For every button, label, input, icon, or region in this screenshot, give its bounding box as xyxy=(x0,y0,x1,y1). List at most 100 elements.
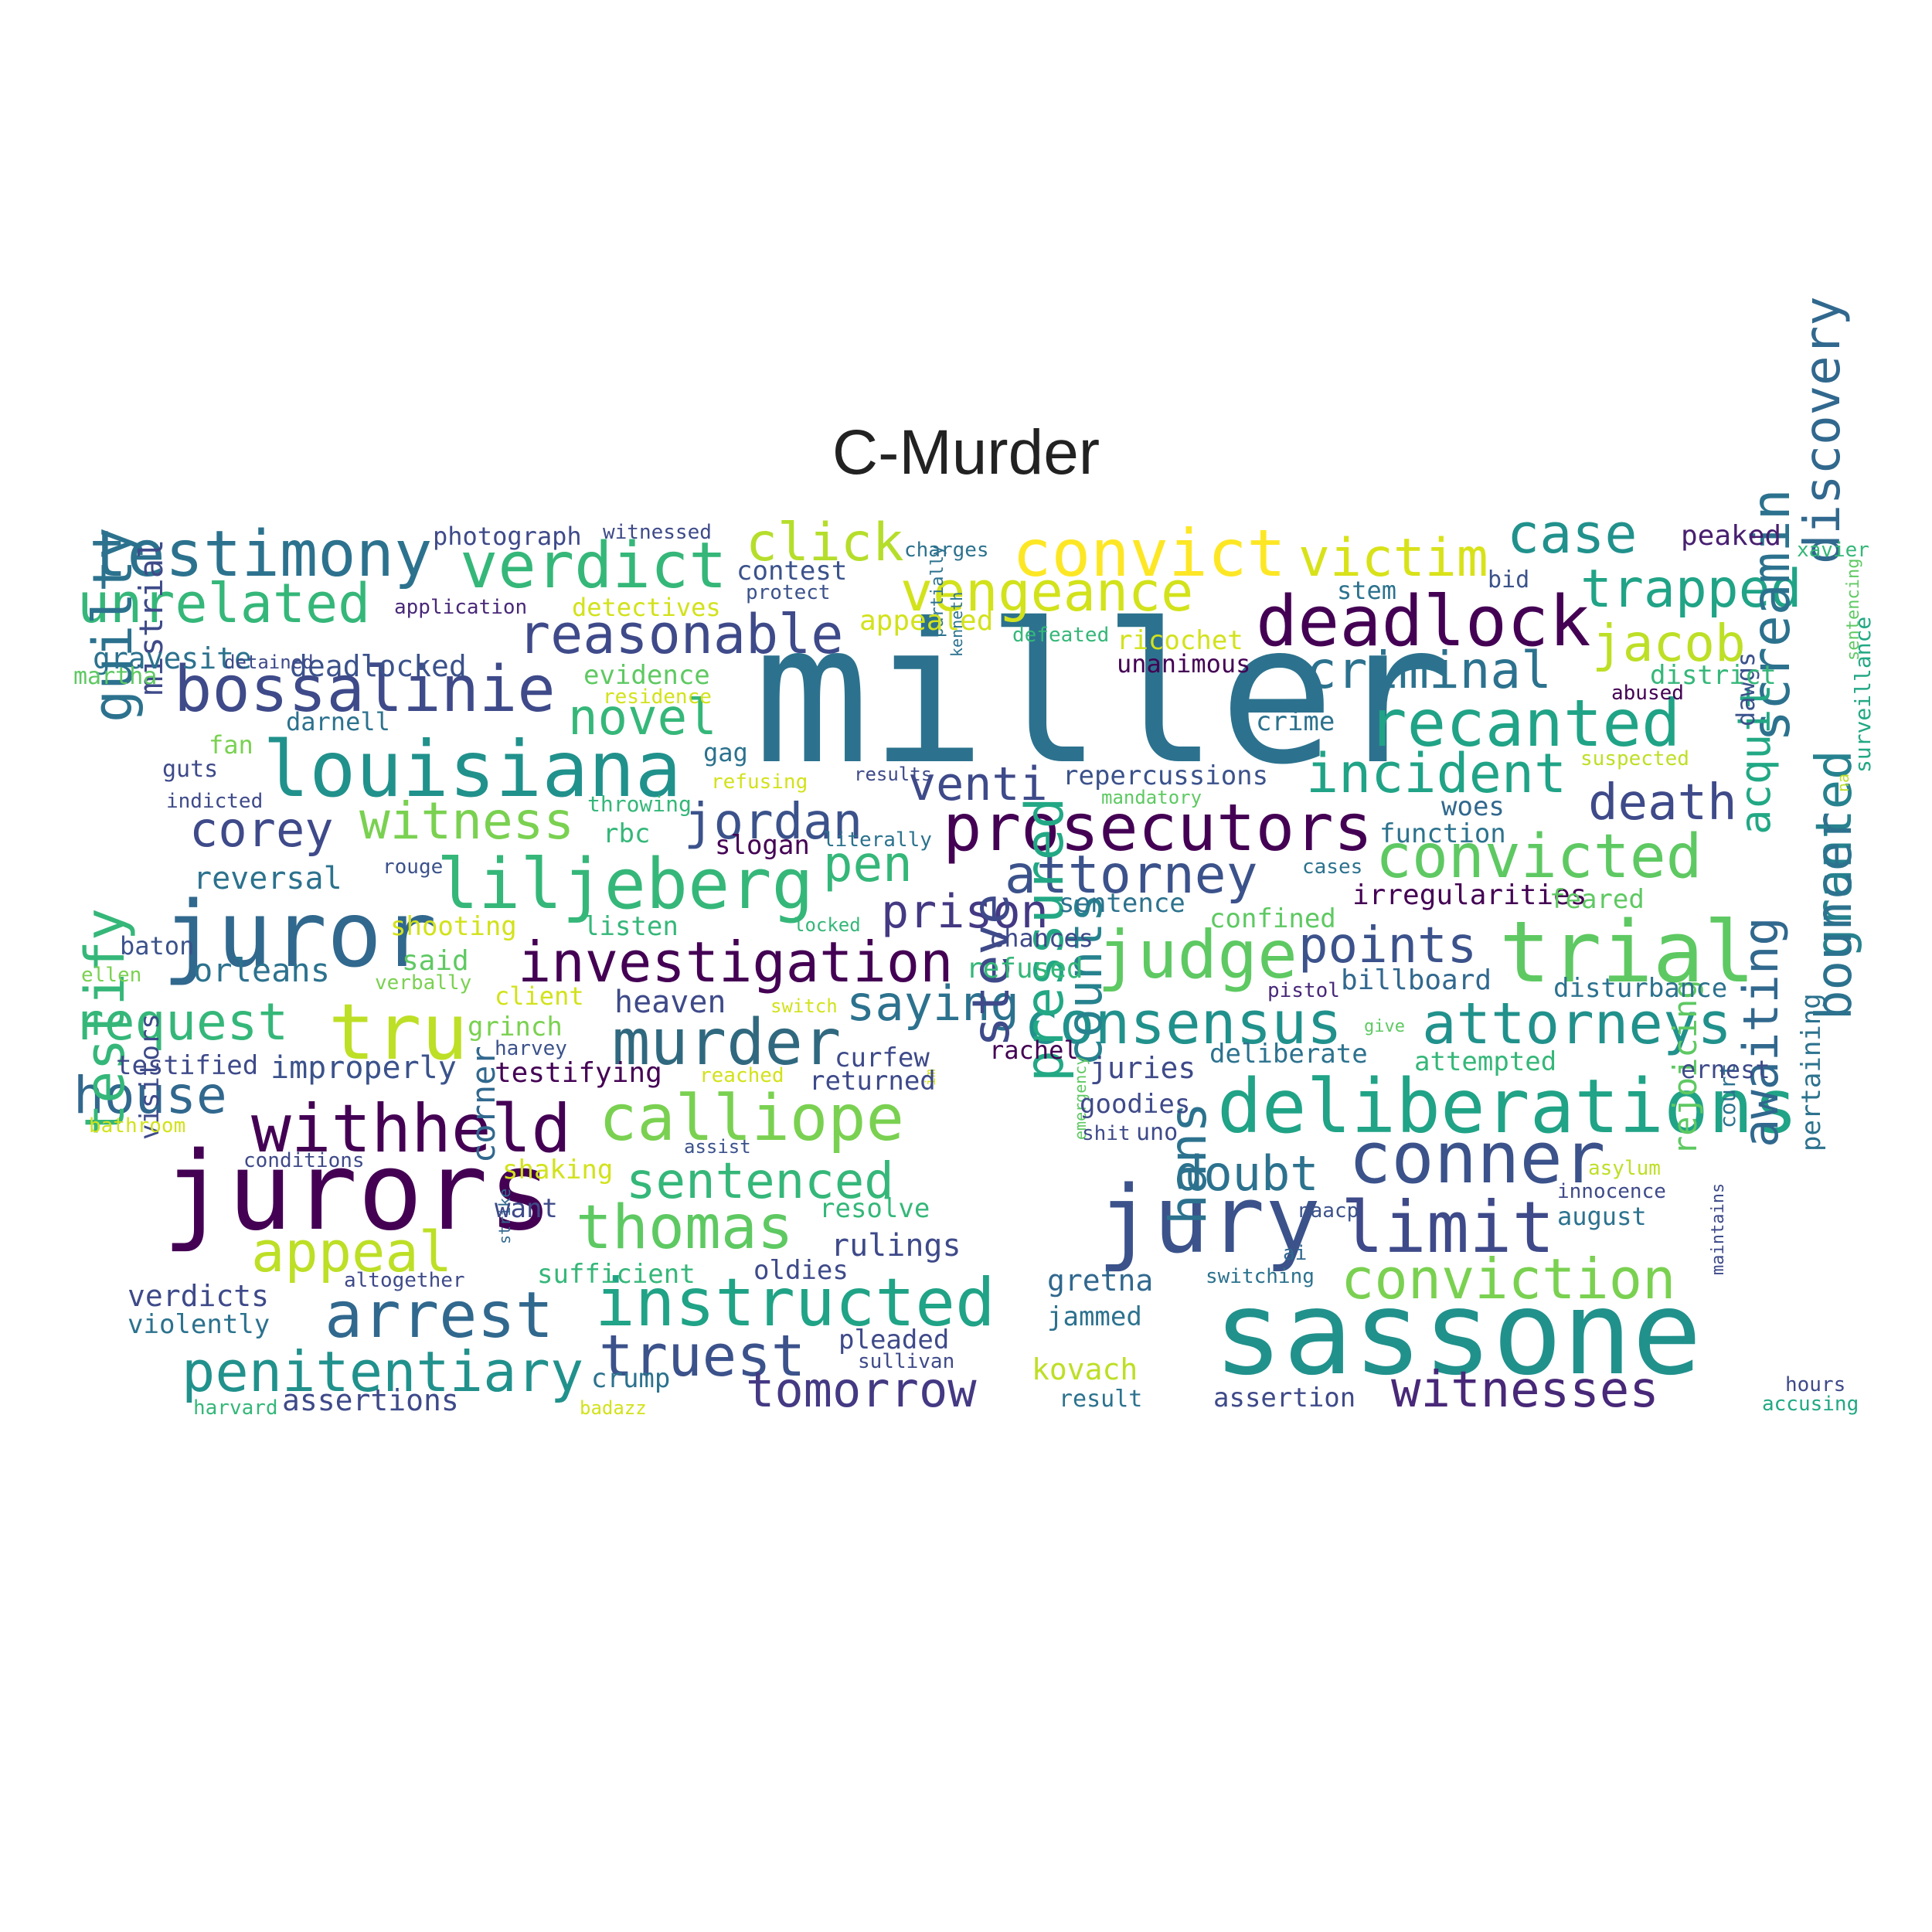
word-rulings: rulings xyxy=(831,1228,961,1264)
word-verdicts: verdicts xyxy=(128,1279,269,1313)
word-kenneth: kenneth xyxy=(947,592,966,657)
word-jury: jury xyxy=(1097,1167,1321,1274)
word-billboard: billboard xyxy=(1341,964,1492,996)
word-reversal: reversal xyxy=(193,861,342,896)
word-counts: counts xyxy=(1056,893,1113,1066)
word-acquit: acquit xyxy=(1731,684,1780,835)
word-defeated: defeated xyxy=(1012,624,1109,647)
word-gretna: gretna xyxy=(1047,1264,1153,1298)
word-deliberations: deliberations xyxy=(1217,1063,1798,1150)
word-evidence: evidence xyxy=(583,660,710,691)
word-grinch: grinch xyxy=(468,1012,563,1043)
word-refused: refused xyxy=(966,953,1083,985)
word-ellen: ellen xyxy=(81,964,141,987)
word-assertion: assertion xyxy=(1213,1383,1355,1413)
word-testified: testified xyxy=(116,1050,258,1081)
word-testimony: testimony xyxy=(89,518,432,591)
word-peaked: peaked xyxy=(1681,520,1781,552)
word-baton: baton xyxy=(120,931,194,961)
word-steve: steve xyxy=(961,893,1021,1047)
word-irregularities: irregularities xyxy=(1352,879,1587,911)
word-goodies: goodies xyxy=(1080,1089,1190,1120)
word-assertions: assertions xyxy=(282,1383,459,1417)
word-deliberate: deliberate xyxy=(1209,1039,1368,1070)
word-rouge: rouge xyxy=(383,855,443,879)
word-client: client xyxy=(495,981,584,1011)
word-shooting: shooting xyxy=(390,911,517,942)
word-jordan: jordan xyxy=(684,794,862,851)
word-attorney: attorney xyxy=(1005,845,1258,906)
word-sullivan: sullivan xyxy=(858,1350,954,1373)
word-badazz: badazz xyxy=(580,1397,647,1419)
word-want: want xyxy=(495,1193,558,1224)
word-im: im xyxy=(923,1069,939,1086)
word-trapped: trapped xyxy=(1580,559,1802,620)
word-sentencing: sentencing xyxy=(1844,559,1863,661)
word-gravesite: gravesite xyxy=(93,641,252,675)
word-calliope: calliope xyxy=(599,1082,904,1155)
word-judge: judge xyxy=(1097,917,1298,994)
word-indicted: indicted xyxy=(166,790,263,813)
word-naacp: naacp xyxy=(1298,1199,1359,1223)
word-contest: contest xyxy=(736,556,847,587)
word-liljeberg: liljeberg xyxy=(437,844,814,925)
word-assist: assist xyxy=(684,1136,751,1158)
word-chances: chances xyxy=(989,923,1094,953)
word-darnell: darnell xyxy=(286,707,390,736)
word-gag: gag xyxy=(703,738,748,767)
word-cases: cases xyxy=(1302,855,1362,879)
word-slogan: slogan xyxy=(715,830,810,861)
word-criminal: criminal xyxy=(1306,641,1552,700)
word-prosecutors: prosecutors xyxy=(943,790,1372,866)
word-trial: trial xyxy=(1499,903,1755,1002)
word-venti: venti xyxy=(908,757,1048,811)
word-returned: returned xyxy=(809,1066,936,1097)
word-ai: ai xyxy=(1283,1242,1307,1265)
word-witnessed: witnessed xyxy=(603,521,712,544)
word-suspected: suspected xyxy=(1580,747,1689,770)
word-attempted: attempted xyxy=(1414,1046,1556,1077)
word-witness: witness xyxy=(359,791,574,851)
word-corey: corey xyxy=(189,801,334,858)
word-said: said xyxy=(402,945,469,977)
word-discovery: discovery xyxy=(1794,296,1852,564)
word-ricochet: ricochet xyxy=(1117,625,1243,656)
word-resolve: resolve xyxy=(819,1193,930,1224)
word-click: click xyxy=(746,512,904,573)
word-repercussions: repercussions xyxy=(1063,760,1268,791)
word-unrelated: unrelated xyxy=(77,572,370,635)
word-withheld: withheld xyxy=(251,1090,571,1168)
word-shit: shit xyxy=(1082,1122,1131,1145)
word-surveillance: surveillance xyxy=(1850,617,1876,773)
word-doubt: doubt xyxy=(1175,1145,1319,1202)
word-result: result xyxy=(1059,1386,1142,1413)
word-residence: residence xyxy=(603,685,712,709)
word-switch: switch xyxy=(770,995,838,1017)
word-penitentiary: penitentiary xyxy=(182,1339,583,1404)
word-dawgs: dawgs xyxy=(1731,652,1760,726)
word-victim: victim xyxy=(1298,528,1488,589)
word-guilty: guilty xyxy=(81,527,145,723)
word-conviction: conviction xyxy=(1341,1247,1675,1311)
word-house: house xyxy=(73,1066,227,1125)
word-photograph: photograph xyxy=(433,522,582,551)
word-innocence: innocence xyxy=(1557,1180,1666,1203)
word-unanimous: unanimous xyxy=(1117,649,1250,679)
word-testifying: testifying xyxy=(495,1057,662,1089)
word-rejoicing: rejoicing xyxy=(1666,979,1704,1155)
word-crump: crump xyxy=(591,1363,670,1394)
word-recanted: recanted xyxy=(1368,685,1681,761)
word-woes: woes xyxy=(1441,791,1505,822)
page-title: C-Murder xyxy=(832,417,1100,488)
word-orleans: orleans xyxy=(193,951,330,989)
word-pen: pen xyxy=(823,836,913,893)
word-altogether: altogether xyxy=(344,1269,465,1292)
word-mistrial: mistrial xyxy=(132,539,170,696)
word-reached: reached xyxy=(699,1064,784,1087)
word-charges: charges xyxy=(904,539,989,562)
word-bid: bid xyxy=(1488,566,1529,594)
word-bossalinie: bossalinie xyxy=(174,653,556,726)
word-murder: murder xyxy=(612,1006,841,1080)
word-jurors: jurors xyxy=(162,1129,553,1255)
word-harvard: harvard xyxy=(193,1396,278,1420)
